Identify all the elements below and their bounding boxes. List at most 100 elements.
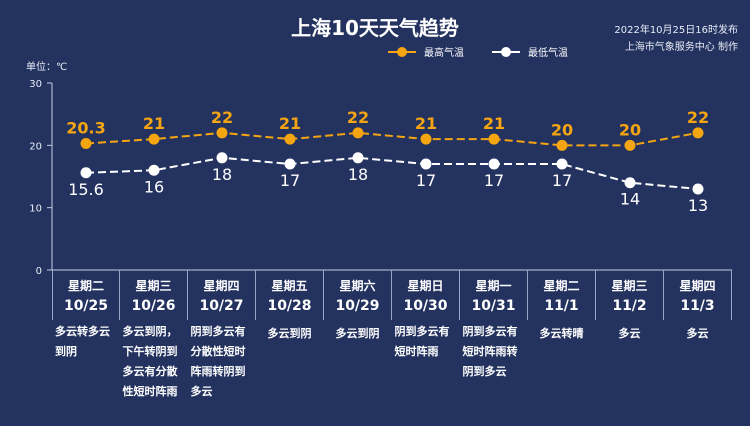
- data-point-high: [420, 133, 432, 145]
- data-label-low: 18: [212, 165, 232, 184]
- weekday: 星期二: [543, 279, 580, 293]
- legend-marker-high: [388, 46, 416, 57]
- weekday: 星期日: [407, 279, 444, 293]
- data-point-low: [148, 164, 160, 176]
- data-point-high: [80, 137, 92, 149]
- data-label-high: 20: [551, 120, 573, 139]
- day-header: 星期六 10/29: [324, 270, 391, 320]
- weather-desc-box: 多云到阴: [324, 322, 391, 344]
- data-point-low: [556, 158, 568, 170]
- data-point-low: [352, 152, 364, 164]
- day-column: 星期三 11/2 多云: [596, 270, 664, 340]
- weather-desc-box: 多云: [664, 322, 731, 344]
- weekday: 星期五: [271, 279, 308, 293]
- day-column: 星期四 10/27 阴到多云有分散性短时阵雨转阴到多云: [188, 270, 256, 398]
- data-label-low: 17: [416, 171, 436, 190]
- weather-desc-box: 多云转晴: [528, 322, 595, 344]
- day-columns: 星期二 10/25 多云转多云到阴 星期三 10/26 多云到阴，下午转阴到多云有分散性短…: [52, 270, 732, 398]
- day-header: 星期二 10/25: [53, 270, 119, 320]
- data-point-high: [148, 133, 160, 145]
- date: 11/2: [612, 298, 647, 314]
- weather-desc: 阴到多云有分散性短时阵雨转阴到多云: [190, 325, 246, 398]
- legend-item-high: 最高气温: [388, 44, 464, 59]
- day-column: 星期四 11/3 多云: [664, 270, 732, 340]
- data-point-high: [556, 139, 568, 151]
- date: 10/29: [335, 298, 380, 314]
- day-header: 星期二 11/1: [528, 270, 595, 320]
- date: 10/28: [267, 298, 312, 314]
- y-tick-label: 10: [29, 204, 42, 215]
- weather-desc-box: 多云: [596, 322, 663, 344]
- data-label-low: 16: [144, 177, 164, 196]
- date: 10/25: [63, 298, 109, 314]
- series-line-low: [85, 156, 699, 190]
- day-column: 星期二 10/25 多云转多云到阴: [52, 270, 120, 358]
- data-label-high: 21: [279, 114, 301, 133]
- weather-desc: 多云转晴: [539, 327, 584, 340]
- data-point-low: [80, 167, 92, 179]
- day-column: 星期六 10/29 多云到阴: [324, 270, 392, 340]
- data-label-high: 21: [143, 114, 165, 133]
- weather-desc: 多云到阴，下午转阴到多云有分散性短时阵雨: [122, 325, 178, 398]
- date: 11/3: [680, 298, 715, 314]
- weather-desc-box: 多云到阴: [256, 322, 323, 344]
- weather-desc: 多云到阴: [267, 327, 312, 340]
- date: 10/26: [131, 298, 176, 314]
- y-tick-label: 20: [29, 141, 42, 152]
- data-point-high: [624, 139, 636, 151]
- day-column: 星期二 11/1 多云转晴: [528, 270, 596, 340]
- weather-desc: 多云转多云到阴: [55, 325, 110, 358]
- weather-desc-box: 多云到阴，下午转阴到多云有分散性短时阵雨: [120, 322, 187, 402]
- date: 10/27: [199, 298, 244, 314]
- day-column: 星期日 10/30 阴到多云有短时阵雨: [392, 270, 460, 358]
- data-label-high: 22: [347, 108, 369, 127]
- weekday: 星期二: [67, 279, 104, 293]
- weather-desc: 多云到阴: [335, 327, 380, 340]
- date: 11/1: [544, 298, 579, 314]
- day-header: 星期一 10/31: [460, 270, 527, 320]
- producer: 上海市气象服务中心 制作: [624, 42, 738, 53]
- legend-label-low: 最低气温: [528, 48, 568, 59]
- data-label-low: 17: [552, 171, 572, 190]
- publish-time: 2022年10月25日16时发布: [614, 25, 738, 36]
- day-header: 星期三 11/2: [596, 270, 663, 320]
- data-point-low: [624, 177, 636, 189]
- day-column: 星期一 10/31 阴到多云有短时阵雨转阴到多云: [460, 270, 528, 378]
- day-header: 星期四 10/27: [188, 270, 255, 320]
- data-label-low: 17: [280, 171, 300, 190]
- weather-desc-box: 阴到多云有短时阵雨转阴到多云: [460, 322, 527, 382]
- data-label-high: 22: [211, 108, 233, 127]
- data-point-low: [284, 158, 296, 170]
- series-line-high: [85, 131, 699, 147]
- data-label-high: 21: [483, 114, 505, 133]
- weekday: 星期四: [679, 279, 716, 293]
- data-point-low: [420, 158, 432, 170]
- publish-info: 2022年10月25日16时发布 上海市气象服务中心 制作: [614, 22, 738, 56]
- data-label-low: 18: [348, 165, 368, 184]
- data-point-high: [284, 133, 296, 145]
- data-point-high: [216, 127, 228, 139]
- data-label-high: 20: [619, 120, 641, 139]
- data-point-high: [352, 127, 364, 139]
- data-point-low: [216, 152, 228, 164]
- data-point-low: [488, 158, 500, 170]
- weekday: 星期三: [611, 279, 648, 293]
- unit-label: 单位：℃: [26, 62, 68, 73]
- data-label-low: 13: [688, 196, 708, 215]
- data-label-high: 20.3: [66, 118, 105, 137]
- weather-desc: 阴到多云有短时阵雨: [394, 325, 450, 358]
- data-label-low: 17: [484, 171, 504, 190]
- day-header: 星期五 10/28: [256, 270, 323, 320]
- weather-desc: 阴到多云有短时阵雨转阴到多云: [462, 325, 518, 378]
- weather-desc-box: 阴到多云有短时阵雨: [392, 322, 459, 362]
- weather-desc-box: 阴到多云有分散性短时阵雨转阴到多云: [188, 322, 255, 402]
- weekday: 星期三: [135, 279, 172, 293]
- data-point-high: [488, 133, 500, 145]
- legend: 最高气温 最低气温: [388, 44, 568, 59]
- data-label-low: 14: [620, 190, 640, 209]
- weather-desc: 多云: [618, 327, 641, 340]
- weather-desc: 多云: [686, 327, 709, 340]
- day-header: 星期日 10/30: [392, 270, 459, 320]
